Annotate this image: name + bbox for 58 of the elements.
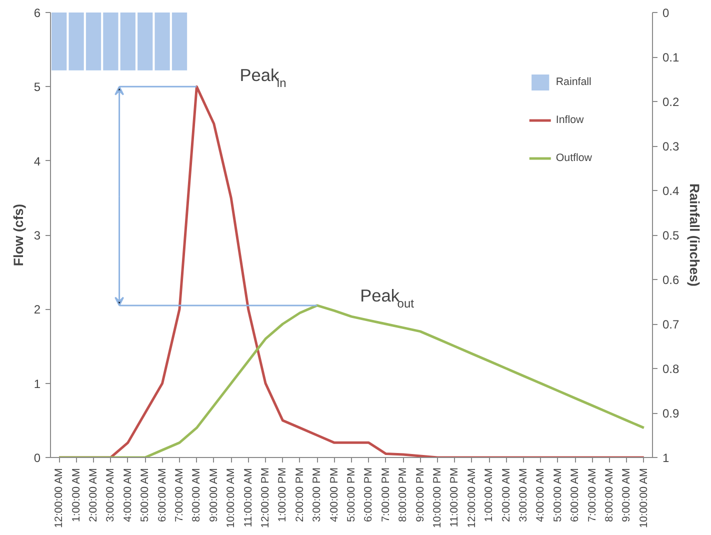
x-tick-label: 6:00:00 AM xyxy=(569,468,582,522)
x-tick-label: 6:00:00 PM xyxy=(362,468,375,522)
x-tick-label: 10:00:00 AM xyxy=(225,468,238,528)
x-tick-label: 8:00:00 PM xyxy=(397,468,410,522)
x-tick-label: 12:00:00 AM xyxy=(53,468,66,528)
y2-tick-label: 0 xyxy=(662,6,670,20)
y-tick-label: 0 xyxy=(34,451,41,465)
y-tick-label: 4 xyxy=(34,154,41,168)
y2-tick-label: 0.5 xyxy=(662,228,680,242)
y-tick-label: 3 xyxy=(34,228,41,242)
x-tick-label: 7:00:00 PM xyxy=(380,468,392,522)
x-tick-label: 11:00:00 AM xyxy=(242,468,254,528)
y2-tick-label: 0.2 xyxy=(662,95,680,109)
y2-tick-label: 0.7 xyxy=(662,318,680,332)
x-tick-label: 1:00:00 PM xyxy=(276,468,289,522)
x-tick-label: 4:00:00 PM xyxy=(328,468,340,522)
y-tick-label: 6 xyxy=(34,6,41,20)
x-tick-label: 5:00:00 AM xyxy=(139,468,152,522)
x-tick-label: 1:00:00 AM xyxy=(70,468,82,522)
y2-tick-label: 0.8 xyxy=(662,362,680,376)
x-tick-label: 11:00:00 PM xyxy=(448,467,461,528)
legend-label: Rainfall xyxy=(556,76,592,88)
legend-label: Outflow xyxy=(556,152,592,164)
legend-label: Inflow xyxy=(556,114,584,126)
y-axis-title: Flow (cfs) xyxy=(10,204,26,266)
x-tick-label: 2:00:00 PM xyxy=(294,468,306,522)
x-tick-label: 12:00:00 AM xyxy=(466,468,478,528)
x-tick-label: 10:00:00 AM xyxy=(638,468,650,528)
y2-tick-label: 1 xyxy=(662,451,670,465)
y-tick-label: 1 xyxy=(34,376,41,391)
y2-axis-title: Rainfall (inches) xyxy=(687,184,702,286)
x-tick-label: 8:00:00 AM xyxy=(604,468,616,522)
x-tick-label: 3:00:00 AM xyxy=(518,468,530,522)
x-tick-label: 4:00:00 AM xyxy=(122,468,134,522)
x-tick-label: 4:00:00 AM xyxy=(534,468,547,522)
x-tick-label: 3:00:00 AM xyxy=(104,468,117,522)
x-tick-label: 3:00:00 PM xyxy=(311,468,324,522)
y2-tick-label: 0.6 xyxy=(662,273,680,287)
x-tick-label: 7:00:00 AM xyxy=(174,468,186,522)
y-tick-label: 5 xyxy=(34,80,41,94)
y2-tick-label: 0.4 xyxy=(662,184,680,198)
x-tick-label: 6:00:00 AM xyxy=(156,468,168,522)
x-tick-label: 5:00:00 PM xyxy=(346,468,358,522)
y-tick-label: 2 xyxy=(34,302,41,317)
x-tick-label: 9:00:00 AM xyxy=(208,468,220,522)
y2-tick-label: 0.3 xyxy=(662,140,680,154)
y2-tick-label: 0.1 xyxy=(662,50,680,64)
x-tick-label: 7:00:00 AM xyxy=(586,468,598,522)
x-tick-label: 8:00:00 AM xyxy=(190,468,203,522)
x-tick-label: 2:00:00 AM xyxy=(500,468,512,522)
x-tick-label: 9:00:00 AM xyxy=(620,468,633,522)
x-tick-label: 1:00:00 AM xyxy=(483,468,496,522)
x-tick-label: 9:00:00 PM xyxy=(414,468,426,522)
x-tick-label: 2:00:00 AM xyxy=(88,468,100,522)
x-tick-label: 10:00:00 PM xyxy=(432,467,444,528)
x-tick-label: 12:00:00 PM xyxy=(260,467,272,528)
y2-tick-label: 0.9 xyxy=(662,406,680,420)
x-tick-label: 5:00:00 AM xyxy=(552,468,564,522)
